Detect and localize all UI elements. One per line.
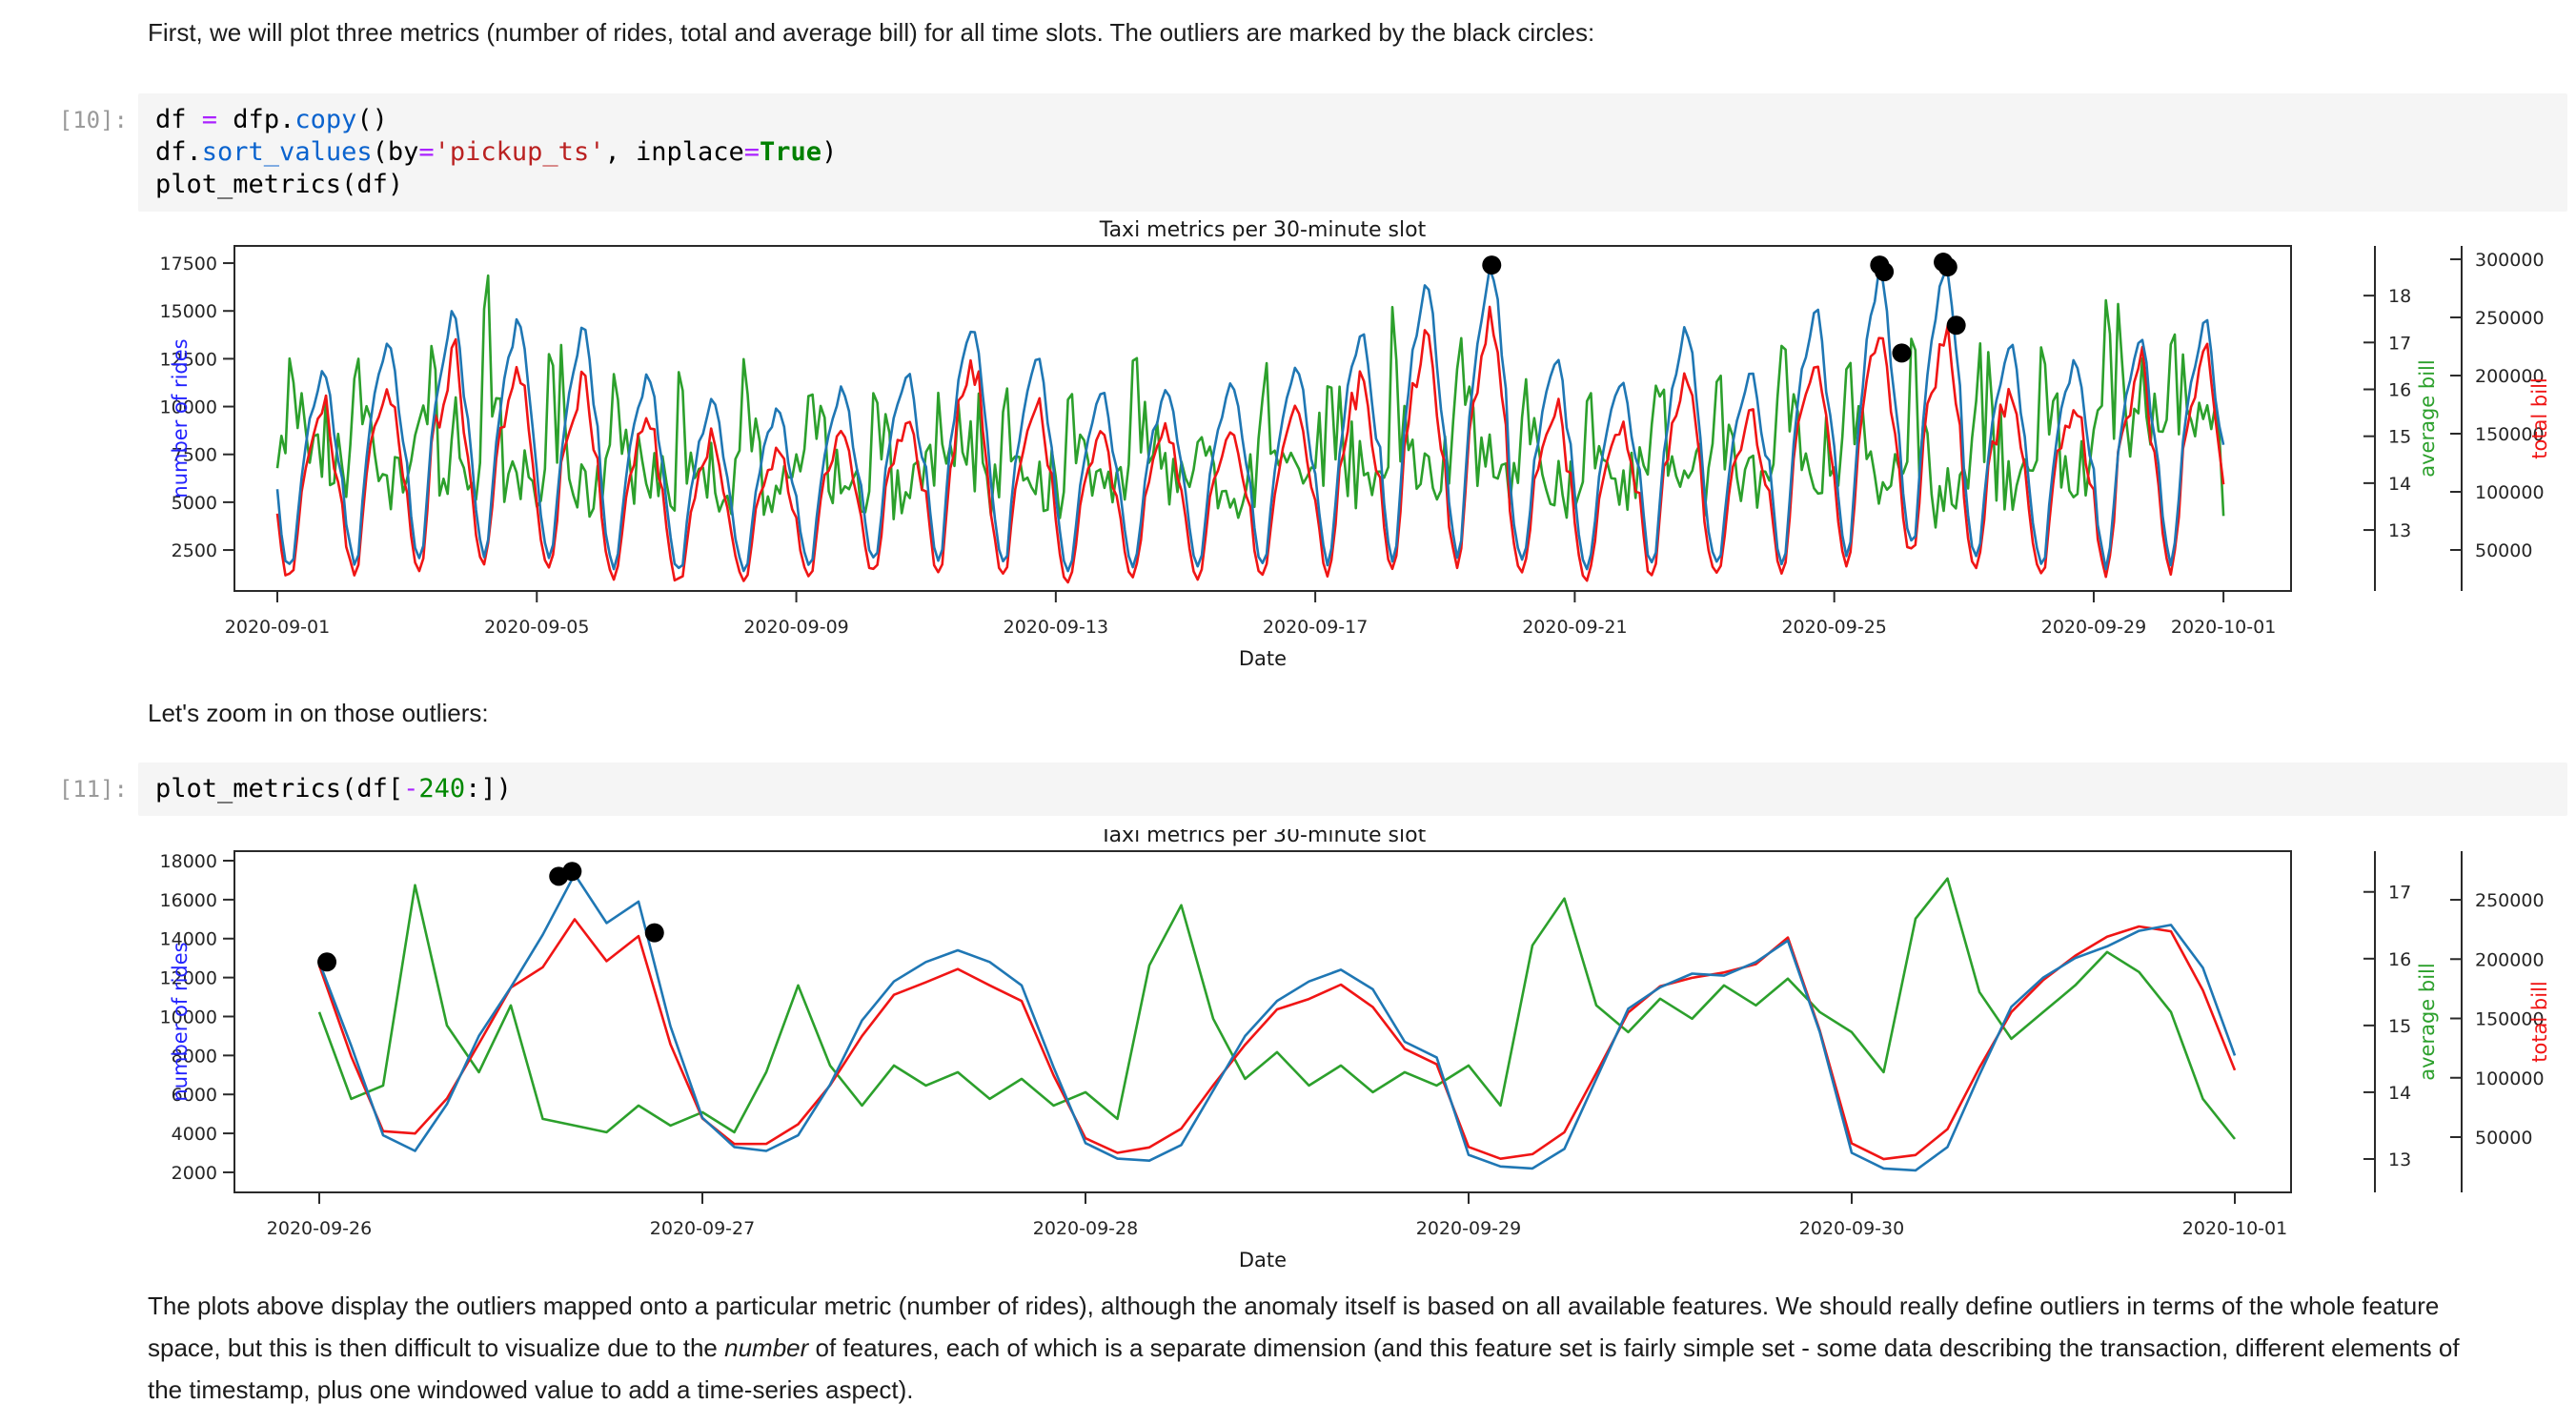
svg-text:2020-09-27: 2020-09-27 — [650, 1218, 755, 1239]
svg-text:15000: 15000 — [160, 301, 217, 322]
code-cell-10[interactable]: df = dfp.copy() df.sort_values(by='pickup… — [138, 93, 2567, 212]
svg-text:15: 15 — [2388, 427, 2411, 448]
svg-text:2020-09-26: 2020-09-26 — [267, 1218, 372, 1239]
markdown-zoom: Let's zoom in on those outliers: — [148, 699, 489, 727]
chart-title: Taxi metrics per 30-minute slot — [1099, 219, 1427, 242]
outlier-marker — [1482, 255, 1502, 275]
svg-text:18000: 18000 — [160, 851, 217, 872]
total-axis-label: total bill — [2528, 981, 2551, 1063]
svg-text:16: 16 — [2388, 380, 2411, 401]
svg-text:2020-09-25: 2020-09-25 — [1781, 617, 1886, 638]
code-editor-10[interactable]: df = dfp.copy() df.sort_values(by='pickup… — [155, 105, 838, 199]
svg-text:2020-10-01: 2020-10-01 — [2182, 1218, 2287, 1239]
code-editor-11[interactable]: plot_metrics(df[-240:]) — [155, 774, 512, 804]
outlier-marker — [644, 923, 664, 943]
markdown-discussion: The plots above display the outliers map… — [148, 1285, 2473, 1411]
svg-text:2500: 2500 — [172, 540, 217, 561]
outlier-marker — [1946, 315, 1966, 336]
svg-text:200000: 200000 — [2475, 366, 2545, 387]
svg-text:2020-09-17: 2020-09-17 — [1263, 617, 1368, 638]
svg-text:2020-09-13: 2020-09-13 — [1004, 617, 1108, 638]
svg-text:10000: 10000 — [160, 1007, 217, 1027]
svg-text:16: 16 — [2388, 949, 2411, 970]
svg-text:5000: 5000 — [172, 493, 217, 514]
svg-text:2020-09-21: 2020-09-21 — [1522, 617, 1627, 638]
svg-text:2000: 2000 — [172, 1163, 217, 1184]
figure-taxi-metrics-all: Taxi metrics per 30-minute slot 2020-09-0… — [160, 219, 2551, 670]
svg-text:2020-09-28: 2020-09-28 — [1033, 1218, 1138, 1239]
x-axis-label: Date — [1239, 647, 1287, 670]
code-cell-11[interactable]: plot_metrics(df[-240:]) — [138, 763, 2567, 816]
rides-axis-label: number of rides — [169, 942, 192, 1101]
svg-text:50000: 50000 — [2475, 540, 2532, 561]
discussion-text-1: The plots above display the outliers map… — [148, 1292, 2440, 1362]
svg-text:12500: 12500 — [160, 349, 217, 370]
svg-text:2020-09-05: 2020-09-05 — [484, 617, 589, 638]
svg-text:14000: 14000 — [160, 929, 217, 950]
svg-text:2020-09-29: 2020-09-29 — [2041, 617, 2146, 638]
svg-text:16000: 16000 — [160, 890, 217, 911]
svg-text:250000: 250000 — [2475, 890, 2545, 911]
cell-prompt-10: [10]: — [58, 107, 128, 133]
svg-text:2020-10-01: 2020-10-01 — [2171, 617, 2276, 638]
figure-taxi-metrics-zoom: Taxi metrics per 30-minute slot 2020-09-2… — [160, 829, 2551, 1271]
avg-axis-label: average bill — [2416, 359, 2439, 477]
markdown-intro: First, we will plot three metrics (numbe… — [148, 18, 1595, 47]
outlier-marker — [1892, 343, 1912, 363]
svg-text:2020-09-01: 2020-09-01 — [225, 617, 330, 638]
svg-text:150000: 150000 — [2475, 424, 2545, 445]
svg-text:2020-09-29: 2020-09-29 — [1416, 1218, 1521, 1239]
svg-text:4000: 4000 — [172, 1124, 217, 1145]
outlier-marker — [1937, 257, 1957, 277]
svg-text:14: 14 — [2388, 1083, 2411, 1104]
svg-text:100000: 100000 — [2475, 1068, 2545, 1089]
svg-text:10000: 10000 — [160, 397, 217, 418]
chart-title: Taxi metrics per 30-minute slot — [1099, 829, 1427, 847]
discussion-italic-word: number — [724, 1333, 809, 1362]
svg-text:13: 13 — [2388, 520, 2411, 541]
svg-text:7500: 7500 — [172, 445, 217, 466]
svg-text:150000: 150000 — [2475, 1009, 2545, 1030]
cell-prompt-11: [11]: — [58, 776, 128, 803]
outlier-marker — [562, 862, 582, 882]
outlier-marker — [317, 952, 337, 972]
outlier-marker — [1875, 262, 1895, 282]
svg-text:100000: 100000 — [2475, 482, 2545, 503]
svg-text:17: 17 — [2388, 883, 2411, 904]
svg-text:6000: 6000 — [172, 1085, 217, 1106]
svg-text:2020-09-30: 2020-09-30 — [1799, 1218, 1904, 1239]
discussion-text-2: of features, each of which is a separate… — [148, 1333, 2460, 1404]
svg-text:14: 14 — [2388, 474, 2411, 495]
avg-axis-label: average bill — [2416, 963, 2439, 1080]
svg-text:300000: 300000 — [2475, 250, 2545, 271]
svg-text:17500: 17500 — [160, 254, 217, 275]
svg-text:200000: 200000 — [2475, 949, 2545, 970]
svg-text:2020-09-09: 2020-09-09 — [743, 617, 848, 638]
svg-text:50000: 50000 — [2475, 1128, 2532, 1149]
svg-text:12000: 12000 — [160, 968, 217, 989]
svg-text:250000: 250000 — [2475, 308, 2545, 329]
rides-axis-label: number of rides — [169, 338, 192, 498]
svg-text:8000: 8000 — [172, 1046, 217, 1067]
svg-text:15: 15 — [2388, 1016, 2411, 1037]
svg-text:13: 13 — [2388, 1149, 2411, 1170]
x-axis-label: Date — [1239, 1249, 1287, 1271]
svg-text:17: 17 — [2388, 333, 2411, 354]
total-axis-label: total bill — [2528, 377, 2551, 459]
svg-text:18: 18 — [2388, 286, 2411, 307]
